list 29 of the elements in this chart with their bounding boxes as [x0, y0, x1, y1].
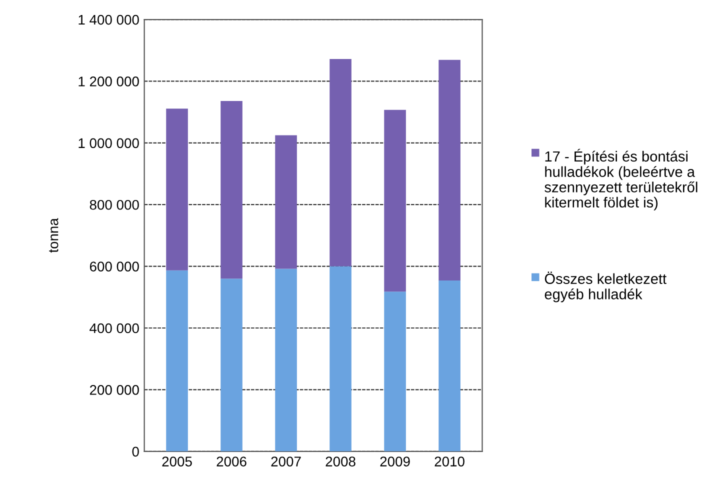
bar — [166, 108, 188, 270]
y-tick-label: 1 000 000 — [78, 138, 139, 148]
x-tick-label: 2008 — [326, 456, 356, 466]
bar — [275, 268, 297, 452]
x-tick-label: 2009 — [380, 456, 410, 466]
bar — [220, 278, 242, 452]
x-tick-label: 2007 — [271, 456, 301, 466]
y-tick-label: 0 — [132, 446, 139, 457]
bar — [275, 135, 297, 269]
bar — [166, 270, 188, 452]
y-tick-label: 600 000 — [90, 262, 139, 272]
x-tick-label: 2010 — [434, 456, 464, 466]
y-tick-label: 1 200 000 — [78, 76, 139, 86]
x-tick-label: 2005 — [162, 456, 192, 466]
legend-label: 17 - Építési és bontási hulladékok (beleértve a szennyezett területekről kitermelt földet is) — [544, 148, 698, 210]
bar — [384, 292, 406, 452]
legend-label: Összes keletkezett egyéb hulladék — [544, 272, 666, 302]
y-tick-label: 800 000 — [90, 200, 139, 210]
bar — [330, 59, 352, 266]
x-tick-label: 2006 — [216, 456, 246, 466]
bar — [438, 60, 460, 280]
y-tick-label: 1 400 000 — [78, 14, 139, 25]
bar — [438, 280, 460, 452]
bar — [330, 266, 352, 452]
y-axis-title: tonna — [49, 218, 58, 253]
y-tick-label: 400 000 — [90, 323, 139, 334]
bar — [220, 100, 242, 279]
y-tick-label: 200 000 — [90, 385, 139, 395]
bar — [384, 110, 406, 292]
